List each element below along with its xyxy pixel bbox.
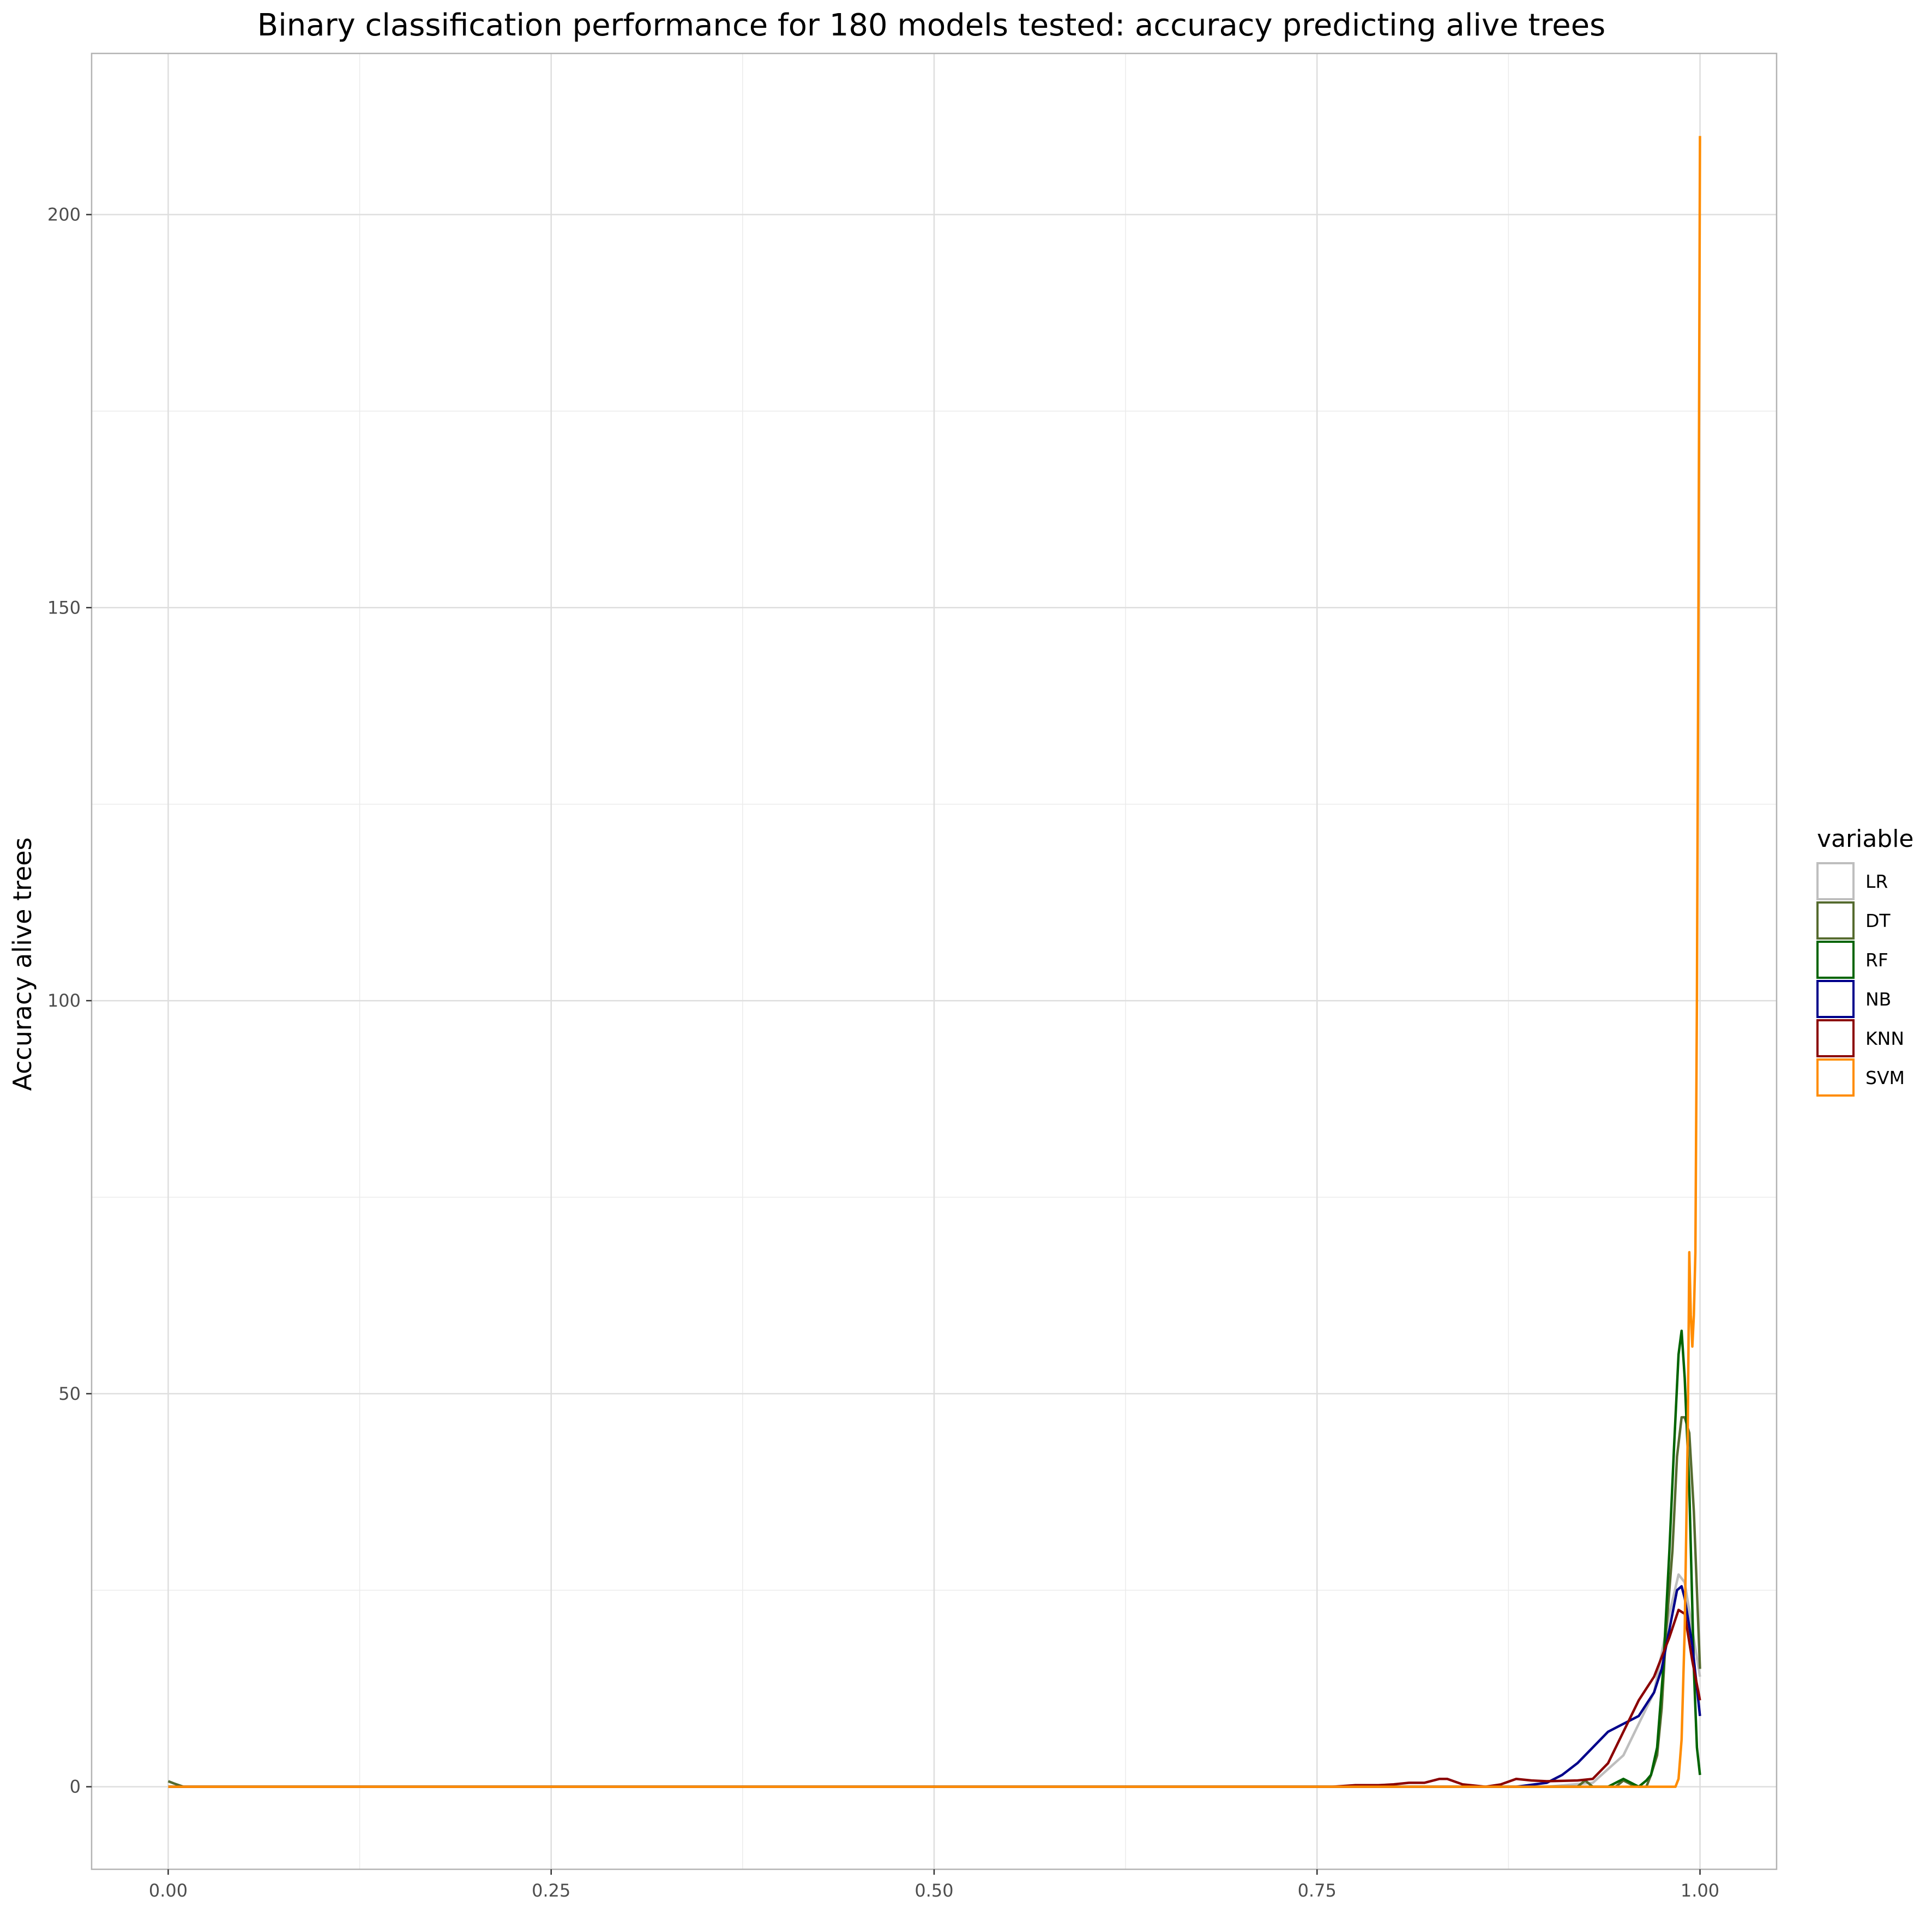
legend-title: variable: [1817, 825, 1914, 853]
series-line-svm: [168, 136, 1701, 1788]
x-tick-label: 0.75: [1298, 1880, 1337, 1901]
y-axis-title: Accuracy alive trees: [8, 837, 37, 1091]
y-tick-label: 0: [70, 1777, 81, 1797]
y-tick-label: 200: [47, 204, 81, 225]
legend-key-dt: [1816, 901, 1855, 940]
legend-label-dt: DT: [1865, 910, 1891, 931]
chart-title: Binary classification performance for 18…: [257, 8, 1605, 43]
legend: variable LR DT RF NB KNN SVM: [1816, 825, 1914, 1097]
x-axis-ticks: 0.00 0.25 0.50 0.75 1.00: [149, 1869, 1719, 1901]
legend-key-svm: [1816, 1058, 1855, 1097]
legend-label-knn: KNN: [1865, 1028, 1904, 1049]
x-tick-label: 1.00: [1681, 1880, 1719, 1901]
series-line-rf: [168, 1329, 1701, 1788]
x-tick-label: 0.50: [914, 1880, 953, 1901]
legend-key-nb: [1816, 980, 1855, 1018]
legend-key-rf: [1816, 941, 1855, 979]
y-tick-label: 50: [58, 1383, 81, 1404]
y-tick-label: 150: [47, 597, 81, 618]
x-tick-label: 0.00: [149, 1880, 188, 1901]
series-line-nb: [168, 1585, 1701, 1788]
series-line-knn: [168, 1609, 1701, 1788]
legend-label-rf: RF: [1865, 949, 1888, 971]
legend-key-knn: [1816, 1019, 1855, 1057]
legend-key-lr: [1816, 862, 1855, 900]
legend-label-lr: LR: [1865, 871, 1888, 892]
legend-label-nb: NB: [1865, 989, 1891, 1010]
legend-label-svm: SVM: [1865, 1067, 1905, 1088]
series-lines: [167, 136, 1701, 1788]
x-tick-label: 0.25: [532, 1880, 570, 1901]
y-axis-ticks: 0 50 100 150 200: [47, 204, 92, 1797]
y-tick-label: 100: [47, 990, 81, 1011]
